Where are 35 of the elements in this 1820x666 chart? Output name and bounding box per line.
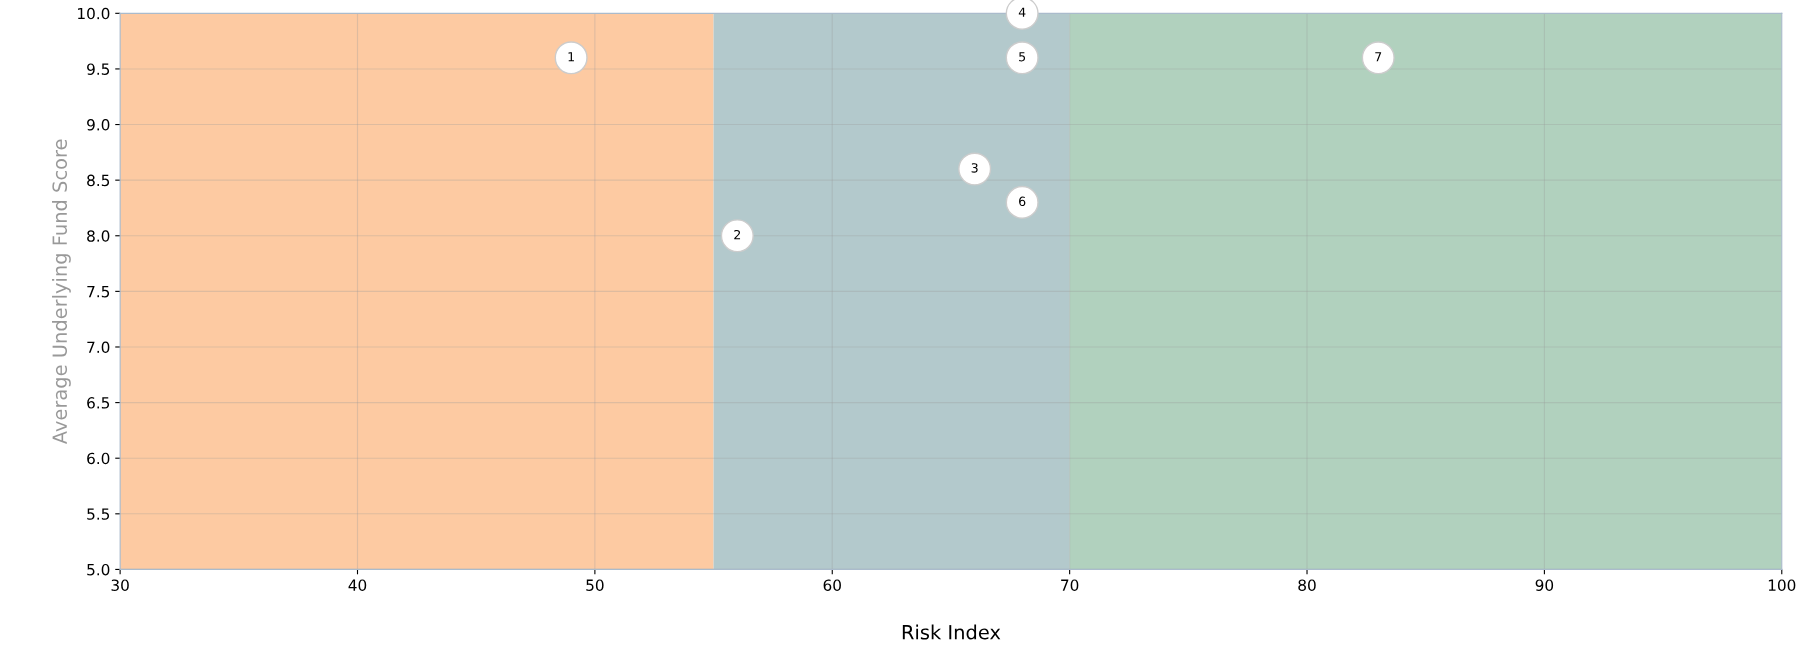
y-tick-label: 5.0 [87,563,110,576]
x-tick-label: 70 [1061,579,1079,591]
x-tick-label: 40 [348,579,367,591]
y-tick-label: 6.5 [87,397,110,409]
annotation: 4 [1018,7,1026,17]
y-tick-label: 8.5 [87,174,110,187]
annotation: 5 [1019,52,1026,62]
x-tick-label: 50 [586,579,604,591]
annotation: 3 [971,163,978,173]
y-tick-label: 6.0 [87,452,110,465]
y-tick-label: 7.5 [87,286,110,298]
x-axis-title: Risk Index [902,624,1001,640]
point [958,152,992,186]
y-tick-label: 9.5 [87,63,110,75]
x-tick-label: 30 [111,579,129,591]
point [1005,0,1039,30]
y-tick-label: 5.5 [87,508,110,520]
y-axis-title: Average Underlying Fund Score [52,139,71,445]
y-tick-label: 7.0 [87,341,110,354]
point [1361,41,1395,75]
point [1005,41,1039,75]
y-tick-label: 9.0 [87,119,110,131]
x-tick-label: 100 [1768,579,1796,591]
y-tick-label: 8.0 [87,230,110,242]
annotation: 1 [568,52,574,62]
point [1005,185,1039,219]
x-tick-label: 60 [823,579,841,591]
x-tick-label: 90 [1535,579,1554,591]
annotation: 7 [1375,52,1382,62]
annotation: 2 [734,229,741,240]
point [720,219,754,253]
point [554,41,588,75]
annotation: 6 [1019,196,1026,207]
y-tick-label: 10.0 [78,7,110,20]
x-tick-label: 80 [1298,579,1316,591]
